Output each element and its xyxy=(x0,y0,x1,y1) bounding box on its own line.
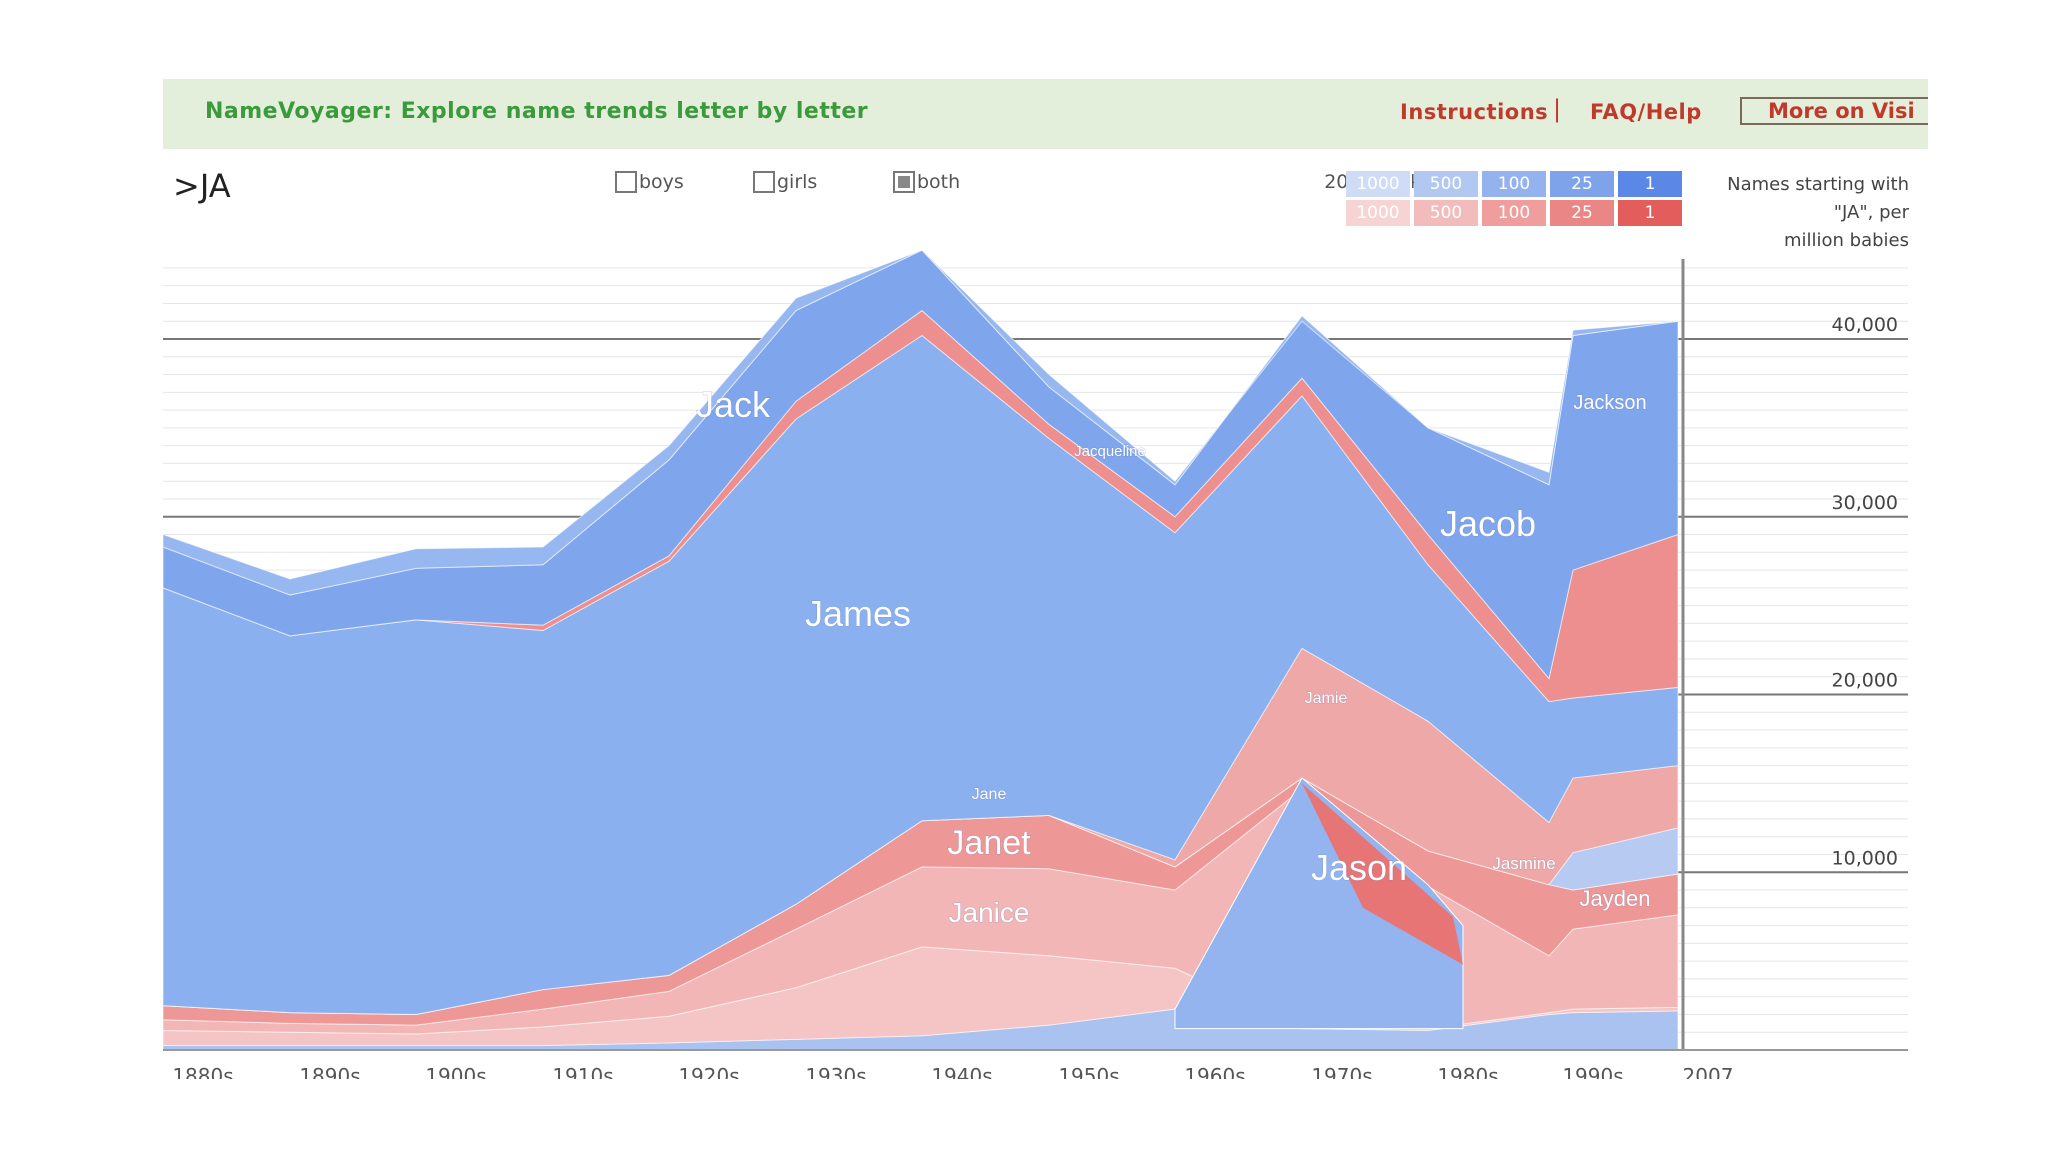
header-bar: NameVoyager: Explore name trends letter … xyxy=(163,79,1928,149)
x-tick-label: 1920s xyxy=(678,1064,739,1079)
rank-boy-1: 1 xyxy=(1618,171,1684,197)
y-axis-desc-line-3: million babies xyxy=(1783,230,1909,251)
y-tick-label: 40,000 xyxy=(1832,314,1898,336)
rank-boy-100: 100 xyxy=(1482,171,1548,197)
filter-boys-label: boys xyxy=(639,171,684,193)
more-on-visualization-link[interactable]: More on Visi xyxy=(1740,97,1928,125)
x-tick-label: 1910s xyxy=(552,1064,613,1079)
filter-girls[interactable]: girls xyxy=(753,171,817,193)
x-tick-label: 2007 xyxy=(1683,1064,1734,1079)
area-label-jayden: Jayden xyxy=(1580,886,1651,911)
rank-girl-100: 100 xyxy=(1482,200,1548,226)
y-tick-label: 10,000 xyxy=(1832,847,1898,869)
girls-checkbox[interactable] xyxy=(753,171,775,193)
app-title: NameVoyager: Explore name trends letter … xyxy=(205,99,869,124)
area-label-jack: Jack xyxy=(696,384,771,425)
rank-girl-1000: 1000 xyxy=(1346,200,1412,226)
search-prompt: > xyxy=(173,167,200,205)
rank-boy-25: 25 xyxy=(1550,171,1616,197)
filter-boys[interactable]: boys xyxy=(615,171,684,193)
x-tick-label: 1980s xyxy=(1437,1064,1498,1079)
area-jasmine[interactable] xyxy=(1302,783,1463,965)
stacked-area-chart[interactable]: 10,000 20,000 30,000 40,000 1880s 1890s 1900s 1… xyxy=(163,79,1928,1079)
x-tick-label: 1950s xyxy=(1058,1064,1119,1079)
area-jack-jackson[interactable] xyxy=(163,249,1679,596)
rank-boy-500: 500 xyxy=(1414,171,1480,197)
area-label-jasmine: Jasmine xyxy=(1492,854,1555,873)
name-search-input[interactable]: >JA xyxy=(173,167,231,205)
area-label-janice: Janice xyxy=(949,897,1030,928)
area-label-jane: Jane xyxy=(972,786,1007,803)
area-label-jamie: Jamie xyxy=(1305,690,1348,707)
y-tick-label: 30,000 xyxy=(1832,492,1898,514)
rank-girl-25: 25 xyxy=(1550,200,1616,226)
rank-girl-500: 500 xyxy=(1414,200,1480,226)
x-tick-label: 1930s xyxy=(805,1064,866,1079)
area-label-jacob: Jacob xyxy=(1440,503,1536,544)
area-label-jason: Jason xyxy=(1311,847,1407,888)
x-tick-label: 1960s xyxy=(1184,1064,1245,1079)
instructions-link[interactable]: Instructions xyxy=(1400,100,1549,124)
area-jason[interactable] xyxy=(1174,777,1464,1030)
filter-both-label: both xyxy=(917,171,961,193)
area-label-jacqueline: Jacqueline xyxy=(1074,443,1146,460)
x-tick-label: 1900s xyxy=(425,1064,486,1079)
x-tick-label: 1990s xyxy=(1562,1064,1623,1079)
rank-girl-1: 1 xyxy=(1618,200,1684,226)
y-tick-label: 20,000 xyxy=(1832,670,1898,692)
y-axis-description: Names starting with "JA", per million ba… xyxy=(1683,171,1909,255)
area-label-janet: Janet xyxy=(947,824,1031,862)
header-separator: | xyxy=(1553,95,1562,123)
boys-checkbox[interactable] xyxy=(615,171,637,193)
x-tick-label: 1970s xyxy=(1311,1064,1372,1079)
area-label-james: James xyxy=(805,593,911,634)
both-checkbox[interactable] xyxy=(893,171,915,193)
area-label-jackson: Jackson xyxy=(1573,392,1646,414)
name-voyager-app: NameVoyager: Explore name trends letter … xyxy=(163,79,1928,1079)
filter-girls-label: girls xyxy=(777,171,818,193)
rank-boy-1000: 1000 xyxy=(1346,171,1412,197)
y-axis-desc-line-2: "JA", per xyxy=(1833,202,1909,223)
x-tick-label: 1890s xyxy=(299,1064,360,1079)
filter-both[interactable]: both xyxy=(893,171,960,193)
y-axis-desc-line-1: Names starting with xyxy=(1727,174,1909,195)
x-tick-label: 1940s xyxy=(931,1064,992,1079)
x-tick-label: 1880s xyxy=(172,1064,233,1079)
faq-help-link[interactable]: FAQ/Help xyxy=(1590,100,1702,124)
search-query: JA xyxy=(199,167,231,205)
